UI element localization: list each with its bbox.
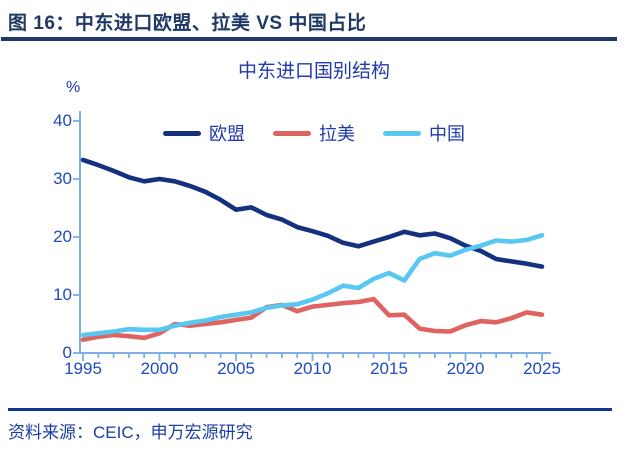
legend-label-eu: 欧盟 xyxy=(209,124,245,144)
x-tick-label: 1995 xyxy=(64,359,102,378)
footer-divider-line xyxy=(8,408,612,411)
y-tick-label: 40 xyxy=(53,111,72,130)
legend-item-china: 中国 xyxy=(383,120,465,146)
x-tick-label: 2010 xyxy=(293,359,332,378)
china-series-line xyxy=(80,233,545,338)
latam-line-swatch-icon xyxy=(273,130,311,136)
y-tick-label: 30 xyxy=(53,169,72,188)
x-tick-label: 2000 xyxy=(140,359,179,378)
latam-series-line xyxy=(80,296,545,343)
y-tick-label: 0 xyxy=(62,343,72,362)
x-tick-label: 2005 xyxy=(217,359,255,378)
x-tick-label: 2020 xyxy=(446,359,485,378)
legend-item-latam: 拉美 xyxy=(273,120,355,146)
legend-label-china: 中国 xyxy=(429,124,465,144)
chart-title: 中东进口国别结构 xyxy=(237,61,390,82)
header-divider-line xyxy=(1,37,617,41)
y-tick-label: 20 xyxy=(53,227,72,246)
chart-legend: 欧盟 拉美 中国 xyxy=(80,120,548,146)
y-tick-label: 10 xyxy=(53,285,72,304)
figure-header-title: 图 16：中东进口欧盟、拉美 VS 中国占比 xyxy=(8,13,367,34)
y-axis-unit-label: % xyxy=(66,79,81,96)
data-source-note: 资料来源：CEIC，申万宏源研究 xyxy=(8,423,253,442)
legend-item-eu: 欧盟 xyxy=(163,120,245,146)
x-tick-label: 2015 xyxy=(370,359,408,378)
china-line-swatch-icon xyxy=(383,130,421,136)
legend-label-latam: 拉美 xyxy=(319,124,355,144)
eu-series-line xyxy=(80,157,545,269)
x-tick-label: 2025 xyxy=(523,359,561,378)
eu-line-swatch-icon xyxy=(163,130,201,136)
